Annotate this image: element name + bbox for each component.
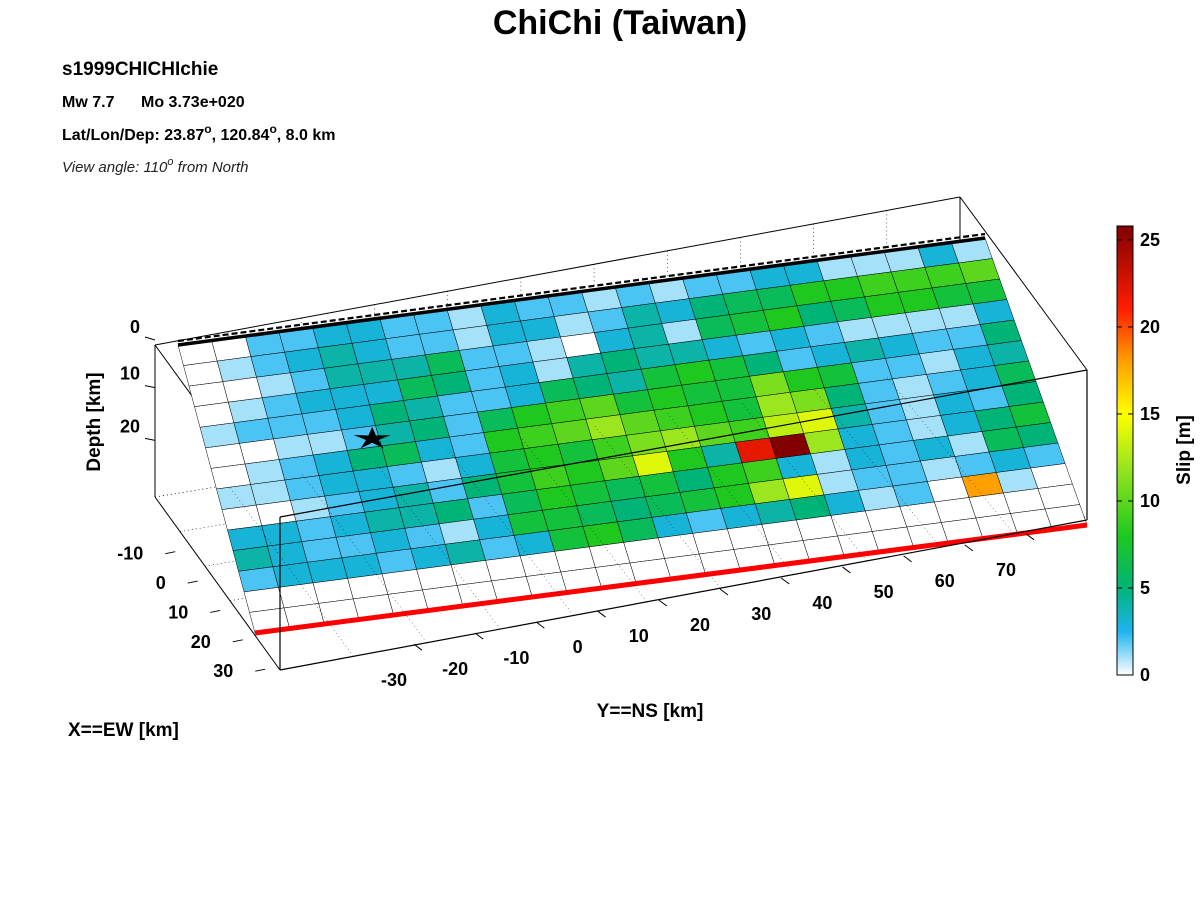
y-tick-mark xyxy=(474,632,484,640)
colorbar-tick-label: 10 xyxy=(1140,491,1160,511)
box-edge xyxy=(154,496,281,671)
box-edge xyxy=(154,196,961,346)
fault-top-edge xyxy=(177,236,986,347)
z-axis-label: Depth [km] xyxy=(84,372,105,471)
grid-line xyxy=(813,388,941,548)
x-tick-mark xyxy=(210,609,221,613)
grid-line xyxy=(447,448,574,616)
y-tick-mark xyxy=(536,621,545,629)
y-axis-label: Y==NS [km] xyxy=(597,701,704,722)
grid-line xyxy=(227,484,354,657)
z-tick-label: 20 xyxy=(120,416,140,436)
z-tick-label: 0 xyxy=(130,317,140,337)
moment-label: Mo 3.73e+020 xyxy=(141,94,245,111)
view-angle-value: 110 xyxy=(143,159,168,176)
chart-title: ChiChi (Taiwan) xyxy=(493,4,747,42)
x-tick-label: -10 xyxy=(117,544,143,564)
degree-symbol: o xyxy=(204,122,211,136)
fault-plane xyxy=(177,232,1088,636)
y-axis-ticks: -30 -20 -10 0 10 20 30 40 50 60 70 xyxy=(381,533,1035,690)
location-label: Lat/Lon/Dep: 23.87o, 120.84o, 8.0 km xyxy=(62,122,335,144)
y-tick-label: 40 xyxy=(812,593,832,613)
y-tick-mark xyxy=(964,544,974,552)
event-id: s1999CHICHIchie xyxy=(62,59,218,80)
y-tick-mark xyxy=(903,555,912,563)
y-tick-label: 10 xyxy=(629,626,649,646)
x-tick-label: 20 xyxy=(191,632,211,652)
grid-line xyxy=(520,436,648,602)
x-tick-mark xyxy=(187,580,198,584)
x-tick-mark xyxy=(232,639,243,643)
depth-value: , 8.0 km xyxy=(277,127,336,144)
y-tick-label: -20 xyxy=(442,659,468,679)
y-tick-label: 60 xyxy=(935,571,955,591)
z-tick-mark xyxy=(144,336,156,341)
z-tick-mark xyxy=(144,437,156,441)
y-tick-mark xyxy=(1025,533,1035,541)
y-tick-label: 50 xyxy=(874,582,894,602)
magnitude-label: Mw 7.7 xyxy=(62,94,115,111)
y-tick-label: 0 xyxy=(573,637,583,657)
colorbar-tick-label: 15 xyxy=(1140,404,1160,424)
x-tick-label: 0 xyxy=(156,573,166,593)
colorbar-tick-label: 0 xyxy=(1140,665,1150,685)
fault-top-dashed xyxy=(177,232,986,343)
colorbar-tick-label: 20 xyxy=(1140,317,1160,337)
x-tick-label: 10 xyxy=(168,602,188,622)
degree-symbol: o xyxy=(269,122,276,136)
colorbar-ticks: 0 5 10 15 20 25 xyxy=(1117,230,1160,685)
view-angle-suffix: from North xyxy=(174,159,249,176)
y-tick-mark xyxy=(780,577,790,585)
box-edge xyxy=(279,369,1088,518)
x-tick-mark xyxy=(165,551,176,555)
z-tick-mark xyxy=(144,385,156,389)
colorbar-tick-label: 5 xyxy=(1140,578,1150,598)
y-tick-label: 70 xyxy=(996,560,1016,580)
grid-line xyxy=(886,376,1014,534)
y-tick-mark xyxy=(658,599,668,607)
x-tick-mark xyxy=(255,668,266,672)
location-prefix: Lat/Lon/Dep: xyxy=(62,127,164,144)
y-tick-mark xyxy=(413,643,423,651)
y-tick-label: 20 xyxy=(690,615,710,635)
view-angle-label: View angle: 110o from North xyxy=(62,156,249,176)
z-tick-label: 10 xyxy=(120,364,140,384)
y-tick-mark xyxy=(597,610,606,618)
surface-trace xyxy=(254,522,1088,636)
x-tick-label: 30 xyxy=(213,661,233,681)
y-tick-label: 30 xyxy=(751,604,771,624)
y-tick-mark xyxy=(719,588,729,596)
y-tick-mark xyxy=(842,566,851,574)
x-axis-label: X==EW [km] xyxy=(68,720,179,741)
longitude-value: 120.84 xyxy=(221,127,270,144)
colorbar-tick-label: 25 xyxy=(1140,230,1160,250)
latitude-value: 23.87 xyxy=(164,127,204,144)
view-angle-prefix: View angle: xyxy=(62,159,143,176)
y-tick-label: -30 xyxy=(381,670,407,690)
box-edge xyxy=(959,196,1088,371)
colorbar xyxy=(1116,225,1134,676)
colorbar-label: Slip [m] xyxy=(1174,415,1195,485)
y-tick-label: -10 xyxy=(503,648,529,668)
degree-symbol: o xyxy=(167,156,173,168)
grid-line xyxy=(374,460,501,630)
z-axis-ticks: 0 10 20 xyxy=(120,317,156,441)
hypocenter-star-icon xyxy=(353,426,391,449)
